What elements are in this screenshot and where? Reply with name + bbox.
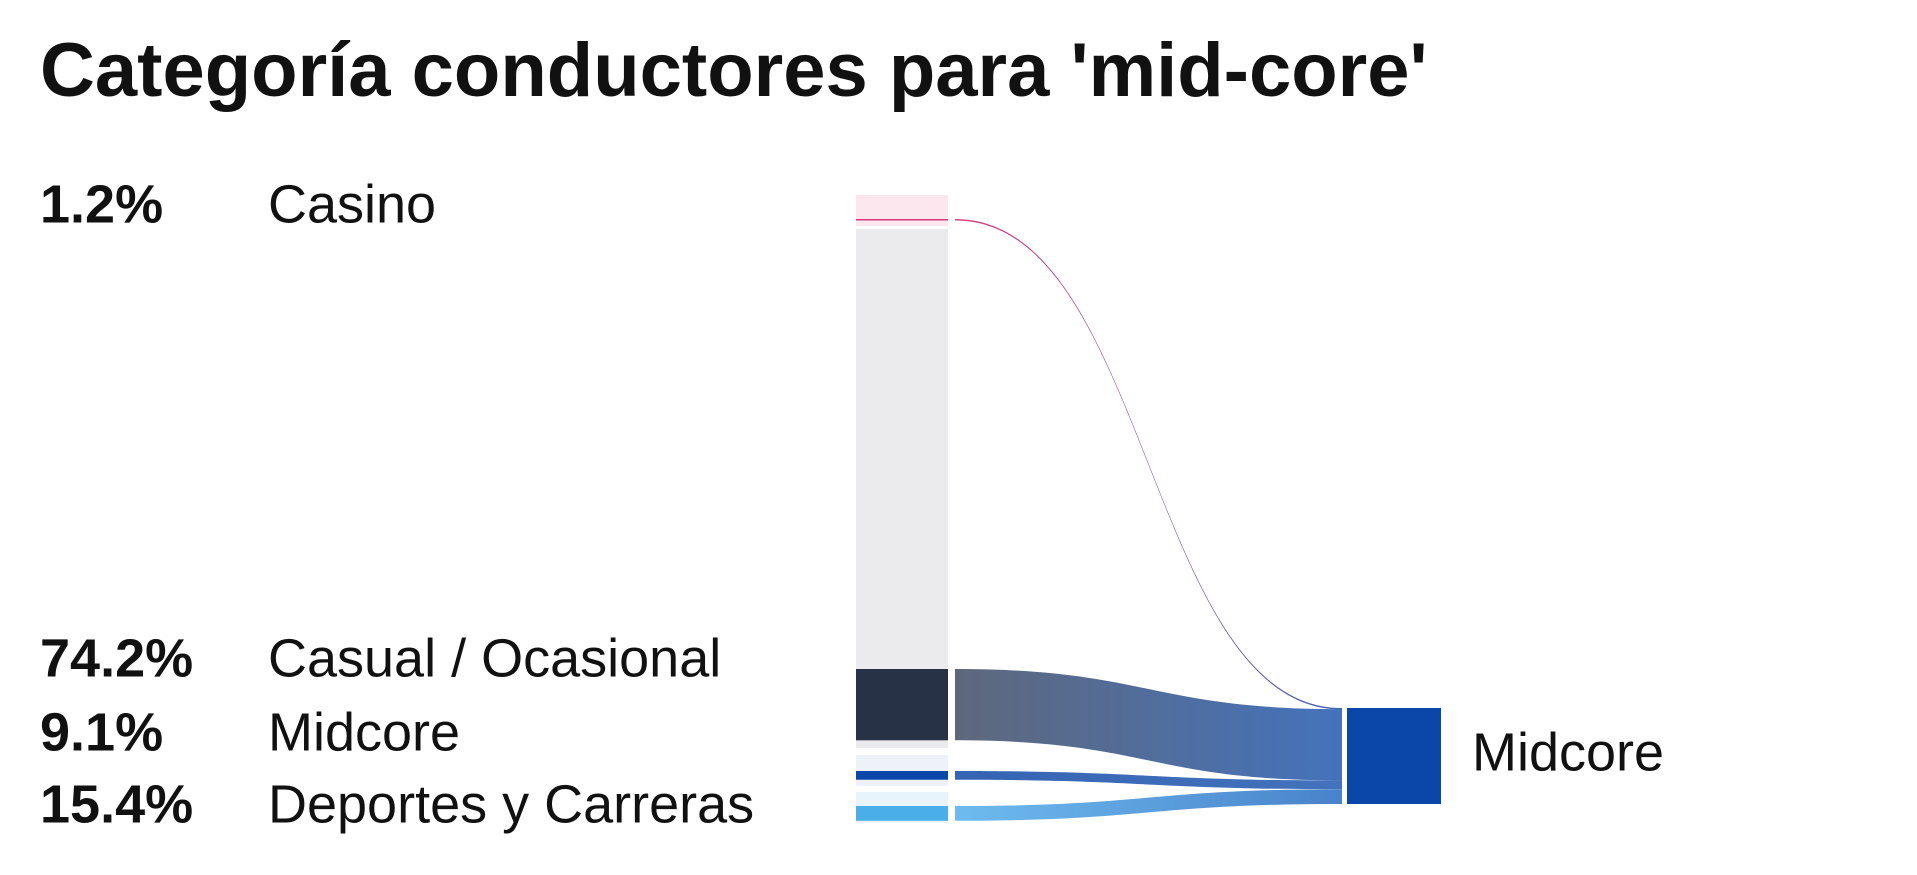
category-label: Midcore	[268, 702, 460, 762]
target-node	[1347, 708, 1441, 804]
value-label: 9.1%	[40, 702, 163, 762]
target-label: Midcore	[1472, 722, 1664, 782]
category-label: Casino	[268, 174, 436, 234]
source-background	[856, 195, 948, 226]
chart-title: Categoría conductores para 'mid-core'	[40, 28, 1428, 113]
flow	[955, 771, 1342, 790]
flow	[955, 669, 1342, 781]
flow	[955, 789, 1342, 821]
source-segment	[856, 771, 948, 780]
source-segment	[856, 219, 948, 221]
value-label: 1.2%	[40, 174, 163, 234]
category-label: Casual / Ocasional	[268, 628, 721, 688]
value-label: 74.2%	[40, 628, 193, 688]
source-background	[856, 229, 948, 748]
category-label: Deportes y Carreras	[268, 774, 754, 834]
source-background	[856, 755, 948, 786]
source-segment	[856, 806, 948, 821]
flow	[955, 219, 1342, 710]
value-label: 15.4%	[40, 774, 193, 834]
source-segment	[856, 669, 948, 741]
